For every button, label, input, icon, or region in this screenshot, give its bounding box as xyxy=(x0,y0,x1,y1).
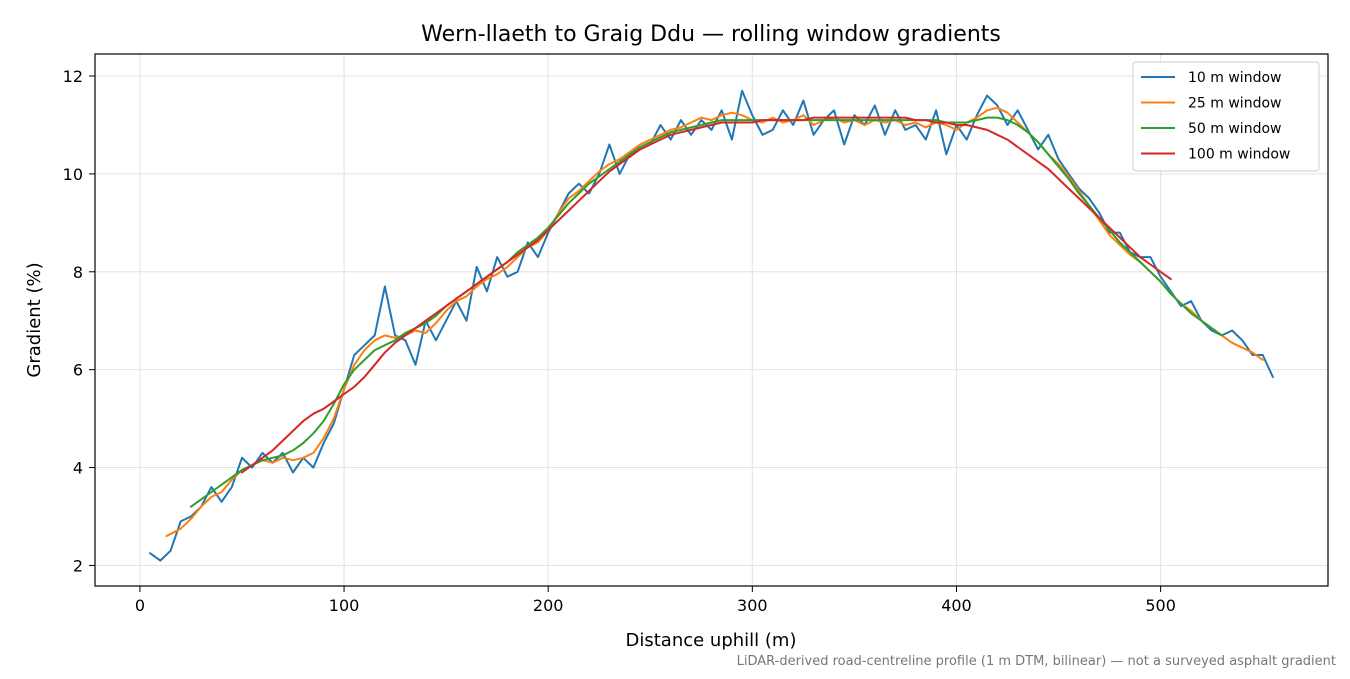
x-tick-label-2: 200 xyxy=(533,596,564,615)
y-tick-label-4: 10 xyxy=(63,165,83,184)
legend-label-1: 25 m window xyxy=(1188,96,1281,112)
x-tick-label-4: 400 xyxy=(941,596,972,615)
x-axis-label: Distance uphill (m) xyxy=(626,630,797,651)
y-axis-label: Gradient (%) xyxy=(24,262,45,377)
x-tick-label-0: 0 xyxy=(135,596,145,615)
y-tick-label-3: 8 xyxy=(73,263,83,282)
legend-label-3: 100 m window xyxy=(1188,147,1290,163)
footnote: LiDAR-derived road-centreline profile (1… xyxy=(737,654,1336,669)
y-tick-label-5: 12 xyxy=(63,67,83,86)
legend-label-0: 10 m window xyxy=(1188,70,1281,86)
series-line-10-m-window xyxy=(149,89,1274,562)
axis-layer: 0 100 200 300 400 500 2 4 6 8 10 12 xyxy=(63,67,1176,615)
series-layer xyxy=(149,89,1274,562)
series-line-100-m-window xyxy=(241,116,1172,474)
chart-title: Wern-llaeth to Graig Ddu — rolling windo… xyxy=(421,22,1001,47)
y-tick-label-2: 6 xyxy=(73,361,83,380)
legend: 10 m window 25 m window 50 m window 100 m w… xyxy=(1132,61,1320,172)
plot-frame xyxy=(94,53,1329,587)
legend-label-2: 50 m window xyxy=(1188,121,1281,137)
legend-box xyxy=(1132,61,1320,172)
legend-items: 10 m window 25 m window 50 m window 100 m w… xyxy=(1141,70,1290,163)
x-tick-label-5: 500 xyxy=(1145,596,1176,615)
series-line-25-m-window xyxy=(165,106,1264,538)
x-tick-label-3: 300 xyxy=(737,596,768,615)
y-tick-label-1: 4 xyxy=(73,459,83,478)
x-tick-label-1: 100 xyxy=(329,596,360,615)
series-line-50-m-window xyxy=(189,116,1223,508)
y-tick-label-0: 2 xyxy=(73,556,83,575)
